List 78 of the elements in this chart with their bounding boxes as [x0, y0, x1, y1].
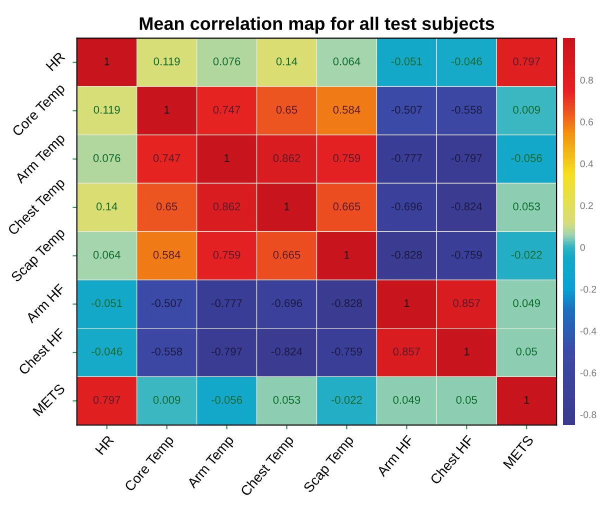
data-label: -0.056 [212, 396, 242, 404]
data-label: 0.759 [333, 154, 360, 162]
data-label: -0.797 [212, 348, 242, 356]
data-label: 0.14 [276, 57, 298, 66]
data-label: 1 [224, 154, 230, 162]
color-bar-label: -0.4 [580, 328, 596, 335]
data-label: 0.05 [456, 396, 477, 404]
data-label: 0.009 [153, 396, 180, 404]
color-bar-label: -0.2 [580, 286, 596, 293]
y-tick-label: HR [46, 52, 66, 72]
data-label: 0.009 [513, 106, 540, 114]
data-label: 0.053 [273, 396, 300, 404]
data-label: 0.064 [93, 250, 120, 259]
x-tick-label: Arm HF [376, 434, 414, 478]
data-label: -0.777 [212, 299, 242, 308]
data-label: -0.022 [511, 250, 542, 259]
color-bar-label: 0.2 [580, 202, 593, 210]
data-label: -0.828 [391, 250, 422, 259]
data-label: 1 [284, 202, 290, 210]
color-bar-label: -0.8 [580, 411, 596, 418]
data-label: 0.759 [213, 250, 240, 259]
data-label: 0.05 [516, 348, 537, 356]
data-label: 0.797 [513, 57, 540, 66]
data-label: -0.056 [511, 154, 542, 162]
data-label: -0.696 [391, 202, 422, 210]
data-label: 0.076 [213, 57, 240, 66]
data-label: -0.558 [152, 348, 182, 356]
data-label: -0.051 [92, 299, 122, 308]
data-label: 0.119 [94, 106, 120, 114]
data-label: -0.797 [451, 154, 482, 162]
data-label: 0.049 [393, 396, 420, 404]
data-label: -0.022 [331, 396, 362, 404]
data-label: -0.558 [451, 106, 482, 114]
data-label: -0.759 [331, 348, 362, 356]
data-label: -0.051 [391, 57, 422, 66]
data-label: 0.65 [156, 202, 178, 210]
data-label: -0.828 [331, 299, 362, 308]
data-label: 1 [524, 396, 530, 404]
data-label: 0.14 [96, 202, 118, 210]
data-label: 0.584 [333, 106, 360, 114]
data-label: -0.696 [271, 299, 302, 308]
data-label: 0.747 [213, 106, 240, 114]
data-label: 0.053 [513, 202, 540, 210]
data-label: 0.584 [153, 250, 180, 259]
data-label: 1 [404, 299, 410, 307]
data-label: 1 [164, 106, 170, 114]
data-label: 0.076 [93, 154, 120, 162]
color-bar-label: -0.6 [580, 369, 596, 376]
color-bar-label: 0 [580, 244, 585, 251]
data-label: -0.046 [451, 57, 482, 66]
color-bar-label: 0.8 [580, 76, 593, 84]
data-label: 0.119 [154, 57, 180, 66]
data-label: -0.507 [391, 106, 422, 114]
data-label: 0.064 [333, 57, 360, 66]
data-label: 0.862 [273, 154, 300, 162]
y-tick-label: Arm HF [25, 283, 66, 324]
data-label: 0.65 [276, 106, 298, 114]
data-label: 1 [104, 58, 110, 66]
data-label: 1 [464, 348, 470, 356]
color-bar-label: 0.4 [580, 160, 594, 168]
data-label: -0.507 [152, 299, 182, 308]
data-label: 0.862 [213, 202, 240, 210]
data-label: 0.049 [513, 299, 540, 308]
data-label: -0.824 [451, 202, 482, 210]
data-label: -0.777 [391, 154, 422, 162]
chart-title: Mean correlation map for all test subjects [140, 16, 494, 34]
data-label: 0.747 [153, 154, 180, 162]
color-bar-label: 0.6 [580, 118, 593, 126]
data-label: 0.665 [273, 250, 300, 259]
x-tick-label: HR [95, 434, 114, 456]
data-label: 1 [344, 251, 350, 259]
data-label: 0.665 [333, 202, 360, 210]
data-label: -0.759 [451, 250, 482, 259]
data-label: 0.857 [393, 348, 420, 356]
data-label: -0.824 [271, 348, 302, 356]
data-label: -0.046 [92, 348, 122, 356]
data-label: 0.797 [93, 396, 120, 404]
data-label: 0.857 [453, 299, 480, 308]
